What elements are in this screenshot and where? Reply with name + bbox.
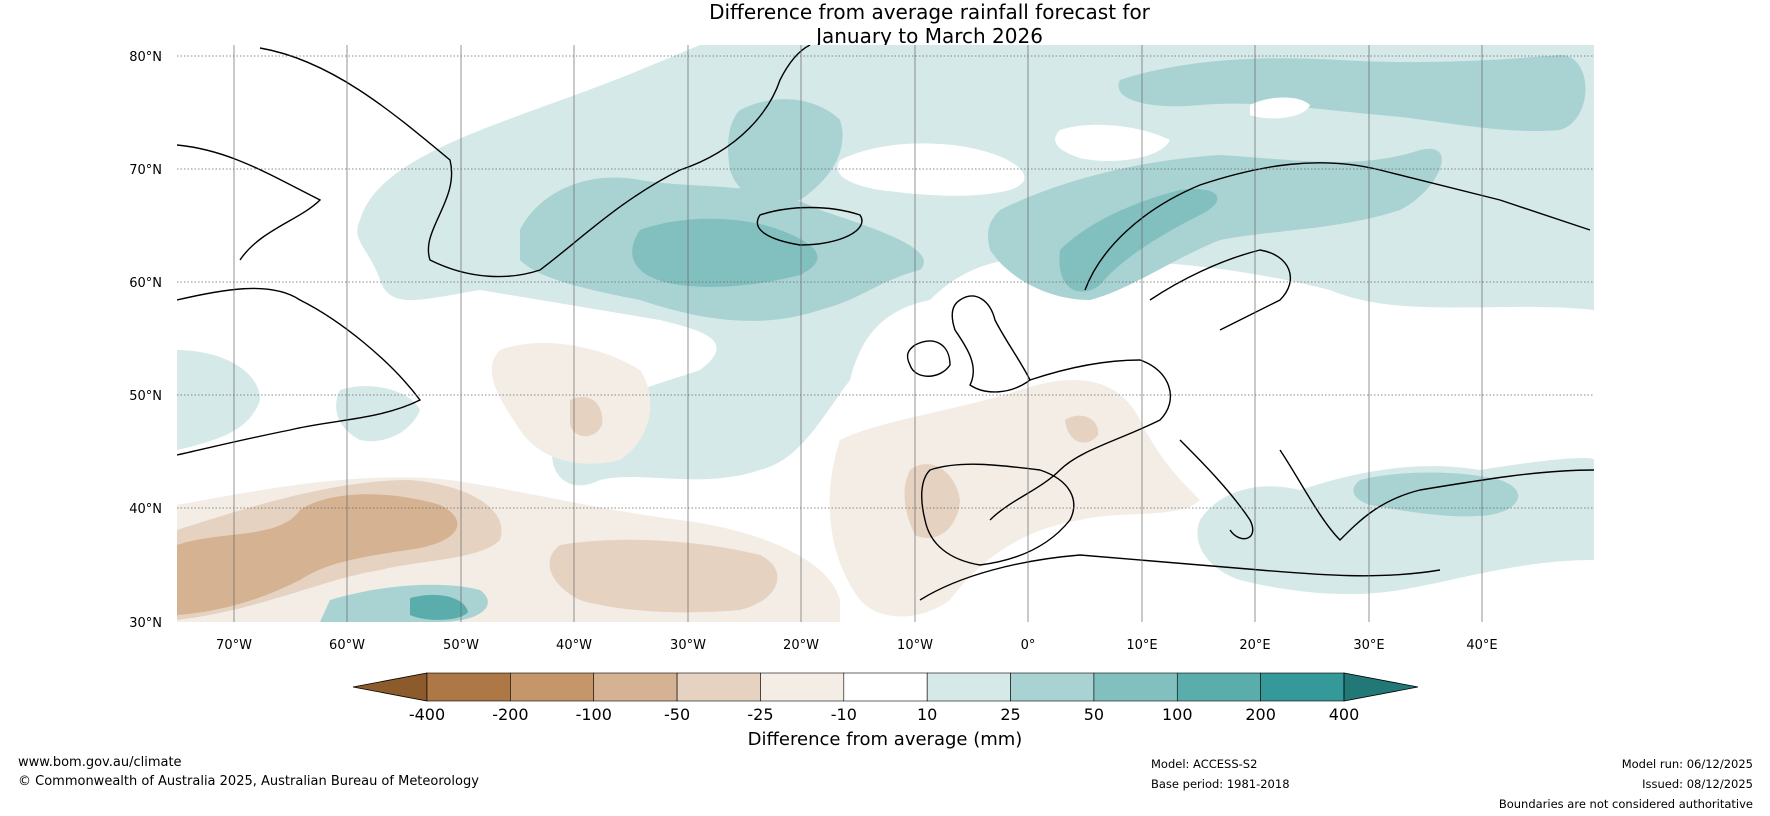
colorbar-swatch — [1010, 672, 1095, 702]
coastlines — [177, 45, 1594, 601]
lon-label: 70°W — [216, 638, 252, 653]
colorbar-tick-label: -200 — [492, 705, 528, 724]
dry-anomaly-region — [1250, 97, 1310, 119]
graticule — [177, 55, 1594, 509]
wet-anomaly-region — [1353, 472, 1519, 517]
lon-label: 0° — [1021, 638, 1036, 653]
lon-label: 40°E — [1466, 638, 1497, 653]
colorbar-tick-label: 200 — [1245, 705, 1276, 724]
footer-website[interactable]: www.bom.gov.au/climate — [18, 755, 182, 770]
dry-anomaly-region — [1065, 415, 1099, 443]
dry-anomaly-region — [549, 539, 778, 613]
meridians — [233, 45, 1483, 622]
lat-label: 50°N — [129, 389, 162, 404]
lon-label: 10°W — [897, 638, 933, 653]
dry-anomaly-region — [829, 380, 1200, 617]
footer-model-run: Model run: 06/12/2025 — [1621, 757, 1753, 771]
colorbar-tick-label: 400 — [1329, 705, 1360, 724]
balkans-coast — [1279, 449, 1594, 541]
scandinavia-coast — [1084, 162, 1591, 291]
lat-labels: 80°N 70°N 60°N 50°N 40°N 30°N — [129, 50, 162, 631]
dry-anomaly-region — [177, 494, 458, 615]
lon-label: 30°W — [670, 638, 706, 653]
neutral-region — [1055, 124, 1170, 161]
footer-model: Model: ACCESS-S2 — [1151, 757, 1258, 771]
map-title: Difference from average rainfall forecas… — [0, 0, 1770, 48]
wet-anomaly-region — [728, 99, 843, 204]
europe-coast — [989, 359, 1171, 521]
lon-label: 20°W — [783, 638, 819, 653]
colorbar-tick-label: -25 — [747, 705, 773, 724]
colorbar-swatch — [676, 672, 761, 702]
lat-label: 60°N — [129, 276, 162, 291]
iberia-coast — [921, 463, 1075, 566]
colorbar-label: Difference from average (mm) — [748, 729, 1023, 750]
colorbar-tick-label: 25 — [1000, 705, 1020, 724]
colorbar-swatch — [593, 672, 678, 702]
wet-anomaly-region — [632, 218, 818, 287]
labrador-coast — [177, 287, 422, 456]
rainfall-anomaly-shading — [177, 45, 1594, 622]
colorbar-tick-label: -400 — [409, 705, 445, 724]
italy-coast — [1179, 439, 1254, 540]
lat-label: 30°N — [129, 616, 162, 631]
lon-label: 60°W — [329, 638, 365, 653]
colorbar-tick-label: -10 — [831, 705, 857, 724]
colorbar-tick-label: 10 — [917, 705, 937, 724]
colorbar-swatch — [760, 672, 845, 702]
greenland-coast — [259, 45, 811, 278]
lon-label: 50°W — [443, 638, 479, 653]
colorbar-swatch — [926, 672, 1011, 702]
colorbar-tick-label: -100 — [576, 705, 612, 724]
lon-label: 40°W — [556, 638, 592, 653]
ireland-coast — [906, 340, 951, 377]
lon-label: 30°E — [1353, 638, 1384, 653]
title-line-2: January to March 2026 — [816, 24, 1043, 48]
africa-coast — [919, 554, 1441, 601]
colorbar-tick-label: -50 — [664, 705, 690, 724]
baffin-coast — [177, 144, 322, 261]
footer-copyright: © Commonwealth of Australia 2025, Austra… — [18, 774, 479, 789]
wet-anomaly-region — [410, 594, 468, 620]
colorbar-swatch — [426, 672, 511, 702]
lon-labels: 70°W 60°W 50°W 40°W 30°W 20°W 10°W 0° 10… — [216, 638, 1498, 653]
lon-label: 10°E — [1126, 638, 1157, 653]
footer-base-period: Base period: 1981-2018 — [1151, 777, 1290, 791]
lat-label: 70°N — [129, 163, 162, 178]
colorbar-swatch — [510, 672, 595, 702]
title-line-1: Difference from average rainfall forecas… — [709, 0, 1150, 24]
lat-label: 40°N — [129, 502, 162, 517]
british-isles-coast — [951, 295, 1031, 393]
footer-disclaimer: Boundaries are not considered authoritat… — [1498, 797, 1753, 811]
lon-label: 20°E — [1239, 638, 1270, 653]
lat-label: 80°N — [129, 50, 162, 65]
wet-anomaly-region — [1059, 189, 1218, 292]
colorbar-swatch — [1093, 672, 1178, 702]
colorbar-swatch — [1260, 672, 1345, 702]
wet-anomaly-region — [357, 45, 1594, 486]
neutral-region — [837, 143, 1025, 196]
colorbar-tick-label: 50 — [1084, 705, 1104, 724]
iceland-coast — [756, 206, 863, 246]
wet-anomaly-region — [177, 350, 260, 450]
colorbar-tick-label: 100 — [1162, 705, 1193, 724]
dry-anomaly-region — [570, 396, 603, 437]
colorbar-extend-high — [1343, 672, 1419, 702]
colorbar-extend-low — [352, 672, 428, 702]
colorbar: -400 -200 -100 -50 -25 -10 10 25 50 100 200 400 — [352, 672, 1419, 724]
dry-anomaly-region — [904, 464, 960, 539]
colorbar-swatch — [1176, 672, 1261, 702]
wet-anomaly-region — [1118, 55, 1586, 132]
footer-issued: Issued: 08/12/2025 — [1642, 777, 1753, 791]
baltic-coast — [1149, 249, 1291, 331]
colorbar-swatch — [843, 672, 928, 702]
